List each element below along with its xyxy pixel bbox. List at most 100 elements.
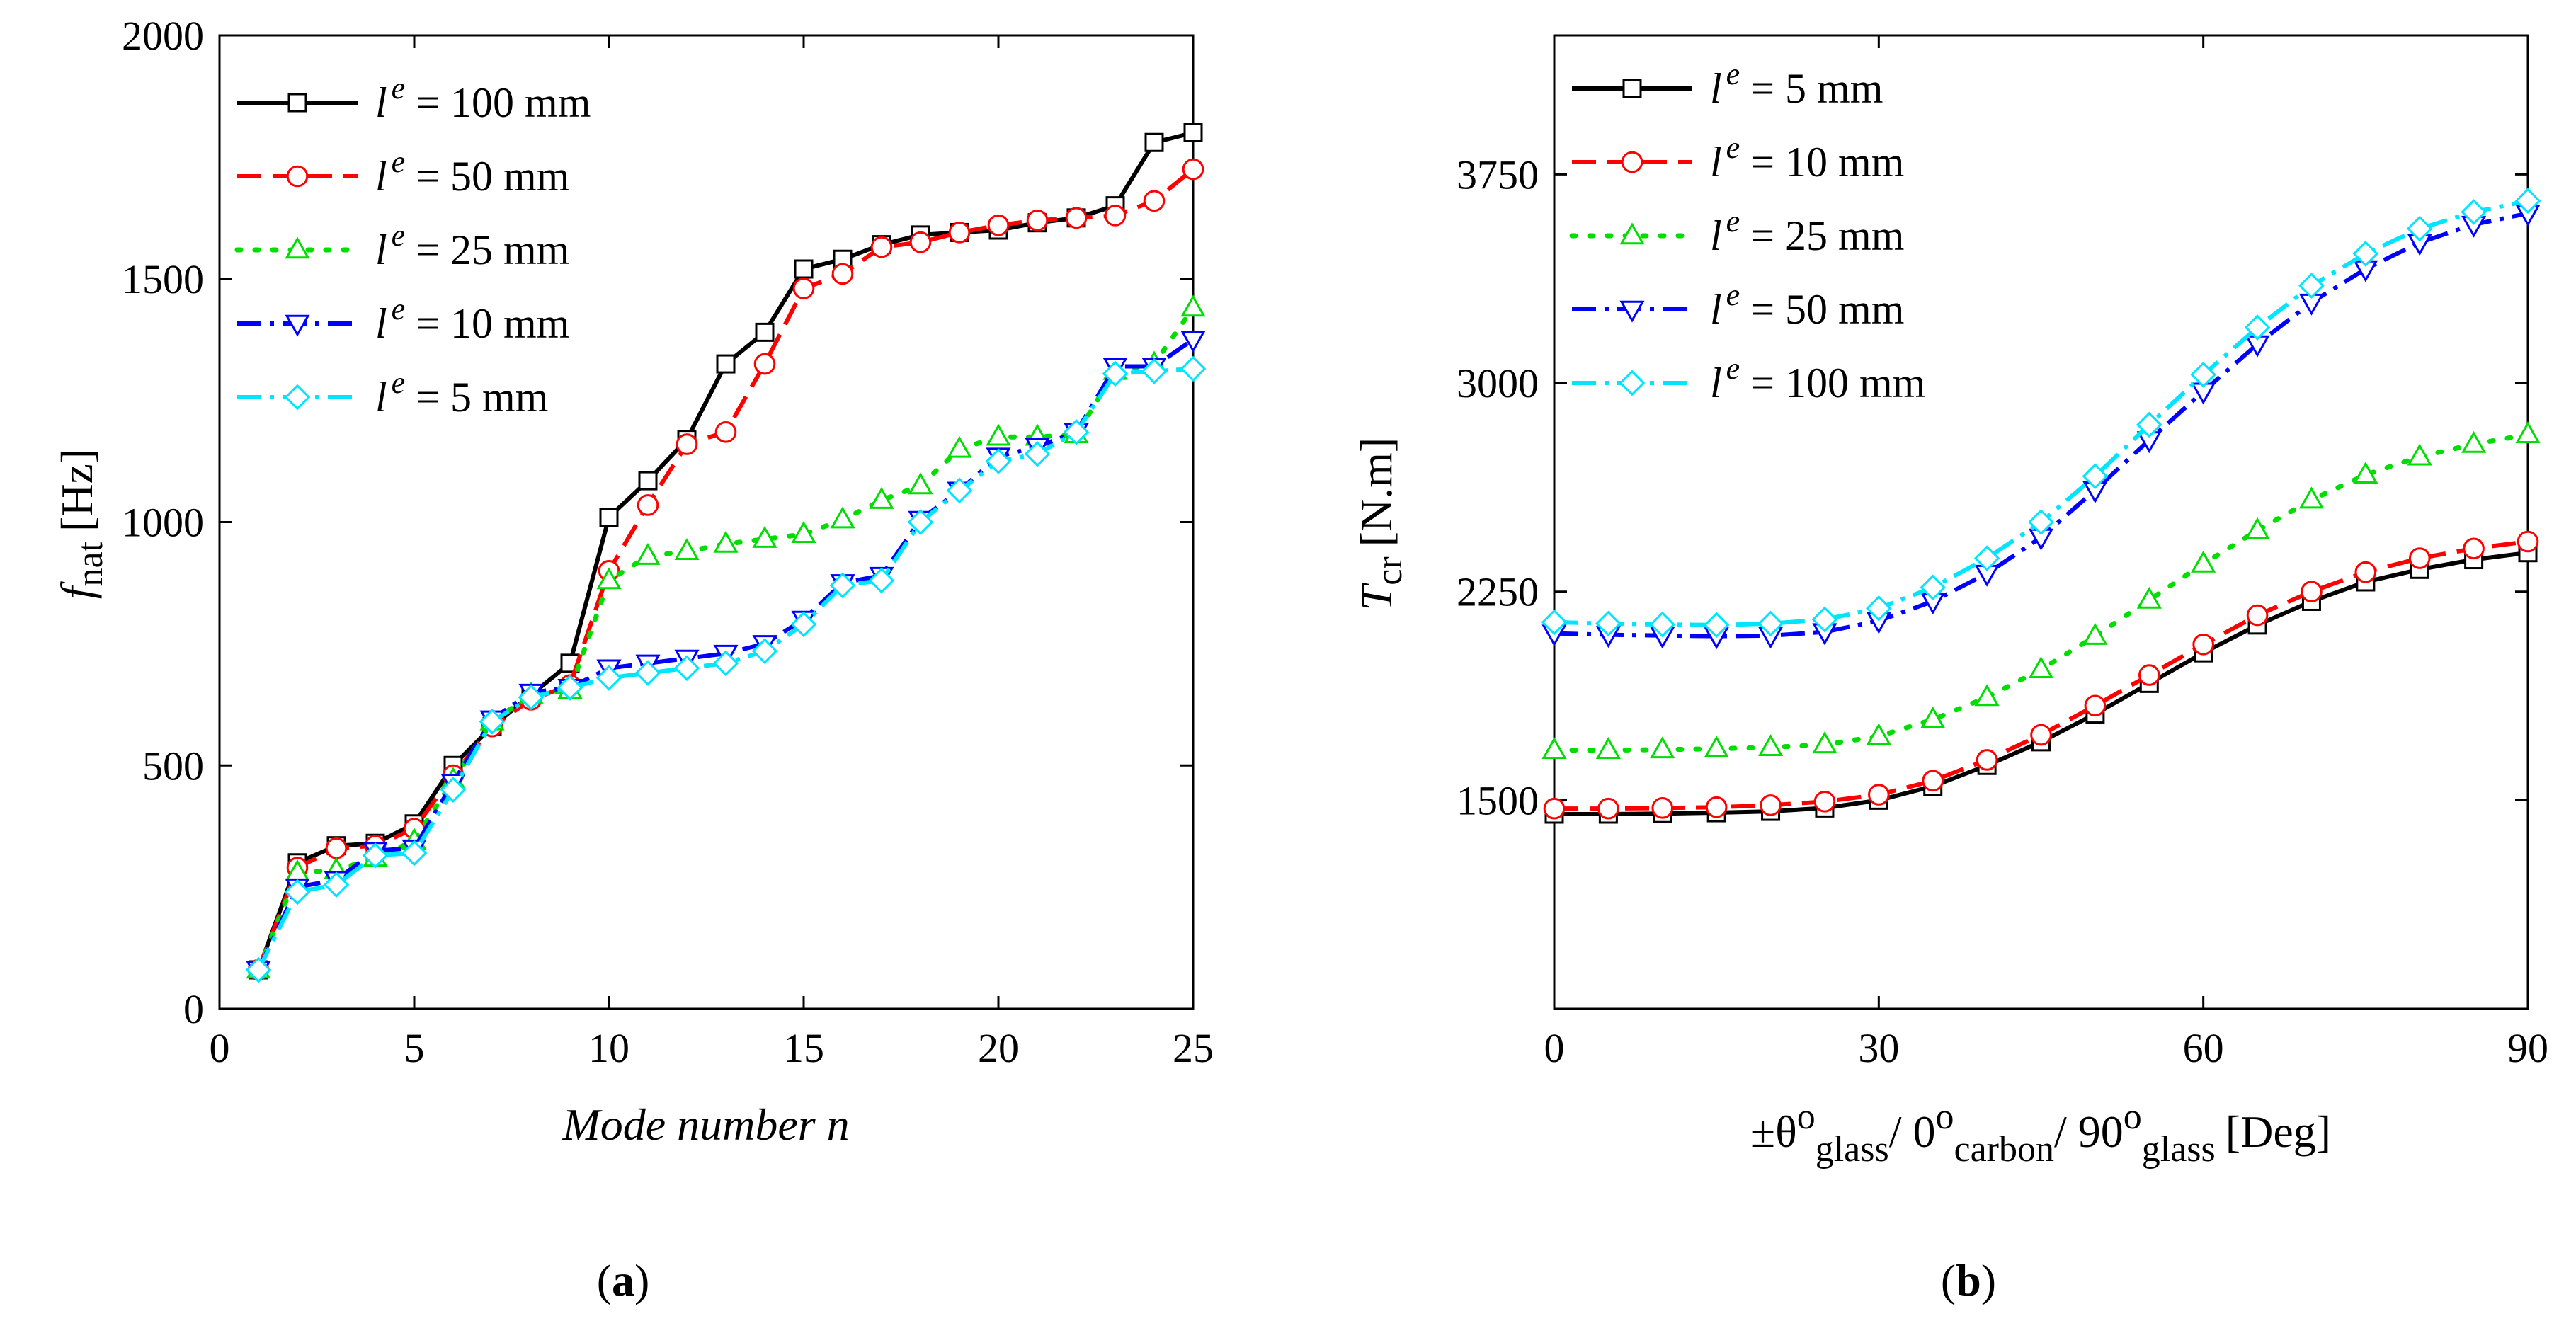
series-line	[1551, 432, 2531, 753]
data-point	[2461, 430, 2487, 453]
series-line	[1554, 211, 2529, 639]
panel-a-label: (a)	[597, 1255, 650, 1305]
data-point	[2190, 361, 2216, 388]
panel-b-ylabel-sub: cr	[1369, 556, 1410, 585]
data-point	[1868, 784, 1890, 806]
data-point	[557, 674, 583, 701]
data-point	[985, 448, 1012, 474]
data-point	[947, 435, 972, 458]
legend-marker	[1621, 151, 1643, 173]
data-point	[674, 538, 700, 561]
data-point	[596, 567, 622, 590]
data-point	[752, 525, 777, 548]
data-point	[676, 433, 698, 455]
series-5	[245, 355, 1207, 983]
panel-b-ticks: 0 30 60 90 1500 2250 3000 3750	[1457, 35, 2548, 1071]
data-point	[325, 837, 348, 859]
data-point	[245, 956, 272, 983]
legend-marker	[285, 314, 310, 337]
data-point	[1705, 796, 1728, 818]
data-point	[716, 354, 736, 374]
data-point	[440, 777, 467, 803]
data-point	[362, 842, 389, 869]
panel-a-ylabel-sub: nat	[70, 541, 110, 586]
legend-marker	[286, 165, 309, 188]
data-point	[1757, 734, 1784, 757]
data-point	[868, 567, 895, 594]
data-point	[2138, 664, 2160, 686]
data-point	[2354, 561, 2377, 583]
x-tick-label: 90	[2507, 1025, 2548, 1071]
data-point	[1703, 612, 1730, 639]
data-point	[2463, 537, 2485, 560]
data-point	[987, 214, 1010, 236]
series-5	[1541, 188, 2541, 639]
y-tick-label: 3750	[1457, 151, 1539, 198]
data-point	[284, 879, 311, 905]
panel-a-ylabel-unit: [Hz]	[52, 449, 102, 532]
data-point	[1595, 610, 1622, 637]
data-point	[2517, 530, 2539, 553]
data-point	[1180, 331, 1206, 353]
data-point	[479, 709, 506, 735]
data-point	[2244, 314, 2271, 341]
data-point	[1180, 355, 1207, 382]
legend-marker	[1619, 370, 1646, 396]
data-point	[1922, 770, 1944, 792]
data-point	[2191, 550, 2216, 573]
data-point	[2028, 656, 2054, 679]
data-point	[1180, 294, 1206, 317]
legend-marker	[285, 236, 310, 259]
data-point	[1183, 123, 1203, 142]
data-point	[2301, 581, 2323, 603]
data-point	[2245, 517, 2270, 539]
x-tick-label: 15	[783, 1025, 824, 1071]
data-point	[518, 684, 545, 711]
data-point	[1757, 610, 1784, 637]
data-point	[2352, 241, 2379, 267]
y-tick-label: 2250	[1457, 569, 1539, 615]
data-point	[792, 278, 815, 299]
data-point	[323, 871, 350, 898]
series-line	[1554, 550, 2529, 816]
data-point	[599, 508, 619, 527]
data-point	[1866, 723, 1891, 745]
x-tick-label: 0	[210, 1025, 230, 1071]
data-point	[1649, 611, 1676, 638]
series-line	[1554, 198, 2529, 627]
panel-a-series	[245, 123, 1207, 983]
data-point	[1063, 418, 1090, 445]
data-point	[2406, 215, 2433, 242]
y-tick-label: 1500	[1457, 777, 1539, 823]
data-point	[2136, 586, 2162, 609]
data-point	[909, 231, 932, 253]
data-point	[2136, 411, 2162, 438]
data-point	[794, 259, 814, 279]
data-point	[1541, 737, 1567, 759]
data-point	[1920, 574, 1947, 601]
y-tick-label: 2000	[122, 13, 204, 59]
data-point	[790, 611, 817, 638]
data-point	[2030, 724, 2052, 746]
x-tick-label: 25	[1173, 1025, 1214, 1071]
data-point	[907, 509, 934, 535]
data-point	[712, 650, 739, 677]
data-point	[1597, 797, 1619, 820]
data-point	[948, 222, 971, 244]
data-point	[1974, 684, 2000, 707]
data-point	[673, 655, 700, 682]
